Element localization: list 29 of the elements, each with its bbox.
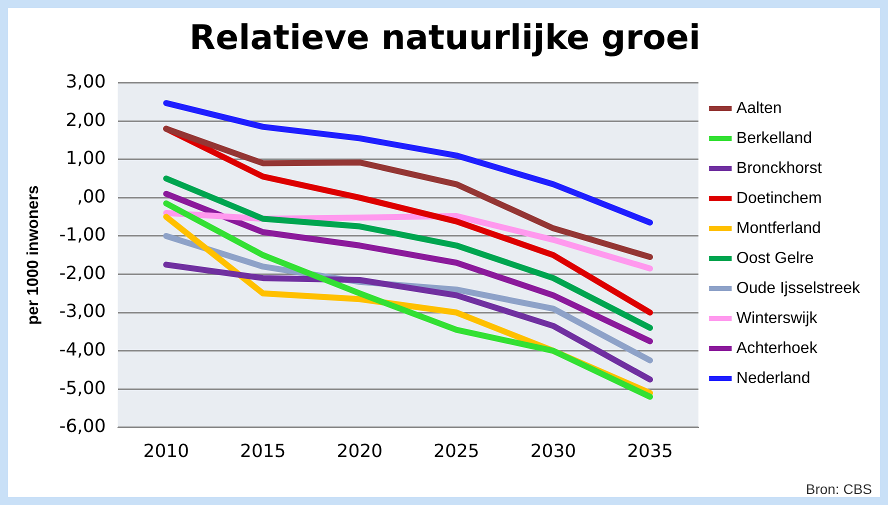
- x-tick-label: 2010: [143, 440, 190, 462]
- y-tick-label: 2,00: [66, 110, 106, 131]
- legend-label: Achterhoek: [736, 340, 818, 357]
- legend-label: Oost Gelre: [736, 250, 814, 267]
- y-tick-label: -3,00: [59, 301, 106, 322]
- y-tick-label: -4,00: [59, 339, 106, 360]
- y-tick-label: -6,00: [59, 416, 106, 438]
- y-axis-title: per 1000 inwoners: [25, 185, 42, 325]
- legend-label: Aalten: [736, 100, 782, 117]
- y-tick-label: ,00: [77, 186, 106, 208]
- x-tick-label: 2015: [240, 440, 286, 462]
- legend-label: Nederland: [736, 370, 810, 387]
- x-tick-label: 2020: [336, 440, 383, 462]
- x-tick-label: 2035: [627, 440, 673, 462]
- legend-label: Winterswijk: [736, 310, 818, 327]
- y-tick-label: -1,00: [59, 224, 106, 246]
- chart-title: Relatieve natuurlijke groei: [189, 18, 701, 58]
- y-tick-label: 3,00: [66, 71, 106, 92]
- y-tick-label: 1,00: [66, 148, 106, 170]
- text: Bron: CBS: [806, 480, 872, 497]
- legend-label: Doetinchem: [736, 190, 822, 207]
- legend-label: Oude Ijsselstreek: [736, 280, 861, 297]
- x-tick-label: 2025: [434, 440, 480, 462]
- legend-label: Montferland: [736, 220, 821, 237]
- y-tick-label: -2,00: [59, 262, 106, 284]
- legend-label: Berkelland: [736, 130, 812, 147]
- y-tick-label: -5,00: [59, 378, 106, 399]
- x-tick-label: 2030: [530, 440, 576, 462]
- legend-label: Bronckhorst: [736, 160, 822, 177]
